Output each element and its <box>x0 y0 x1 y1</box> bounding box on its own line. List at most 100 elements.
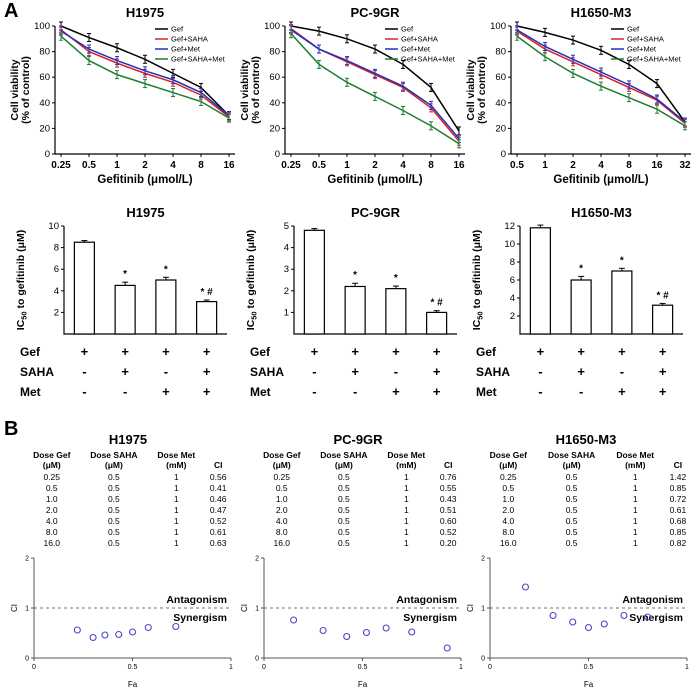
table-row: 4.0 0.5 1 0.60 <box>254 516 462 527</box>
table-cell: 1 <box>173 472 179 482</box>
svg-text:Gef+SAHA+Met: Gef+SAHA+Met <box>627 55 682 64</box>
svg-text:+: + <box>121 364 129 379</box>
table-cell: 1.0 <box>45 494 58 504</box>
table-cell: 16.0 <box>273 538 291 548</box>
svg-text:+: + <box>618 384 626 399</box>
table-cell: 0.60 <box>439 516 457 526</box>
table-header: CI <box>213 460 223 470</box>
svg-text:Synergism: Synergism <box>173 612 227 624</box>
svg-text:100: 100 <box>264 21 280 32</box>
ci-data-table: Dose Gef (μM) Dose SAHA (μM) Dose Met (mM)… <box>480 450 692 549</box>
svg-text:IC50 to gefitinib (μM): IC50 to gefitinib (μM) <box>245 230 259 331</box>
table-cell: 1 <box>403 538 409 548</box>
table-header: Dose Gef (μM) <box>263 450 301 470</box>
svg-text:Antagonism: Antagonism <box>622 594 683 606</box>
table-cell: 1 <box>632 516 638 526</box>
svg-text:Gef+SAHA: Gef+SAHA <box>627 35 664 44</box>
table-row: 0.5 0.5 1 0.55 <box>254 483 462 494</box>
svg-text:40: 40 <box>269 98 280 109</box>
table-cell: 1 <box>632 483 638 493</box>
table-cell: 0.51 <box>439 505 457 515</box>
svg-text:1: 1 <box>344 160 350 171</box>
svg-text:Synergism: Synergism <box>403 612 457 624</box>
svg-text:+: + <box>433 364 441 379</box>
svg-text:H1650-M3: H1650-M3 <box>571 205 632 220</box>
svg-text:+: + <box>121 344 129 359</box>
table-header: Dose Met (mM) <box>616 450 655 470</box>
table-header: Dose SAHA (μM) <box>547 450 596 470</box>
svg-text:80: 80 <box>39 47 50 58</box>
svg-text:-: - <box>82 364 86 379</box>
svg-text:4: 4 <box>284 243 289 254</box>
svg-text:1: 1 <box>481 606 485 613</box>
svg-text:* #: * # <box>431 298 444 309</box>
svg-text:4: 4 <box>400 160 406 171</box>
table-cell: 0.5 <box>107 527 120 537</box>
table-row: 0.5 0.5 1 0.85 <box>480 483 692 494</box>
table-cell: 2.0 <box>45 505 58 515</box>
svg-text:6: 6 <box>54 264 59 275</box>
table-cell: 1 <box>632 505 638 515</box>
table-cell: 1 <box>173 516 179 526</box>
svg-text:* #: * # <box>201 287 214 298</box>
table-cell: 1 <box>632 472 638 482</box>
svg-text:0.25: 0.25 <box>51 160 71 171</box>
svg-text:8: 8 <box>510 257 515 268</box>
table-row: 8.0 0.5 1 0.52 <box>254 527 462 538</box>
table-cell: 2.0 <box>275 505 288 515</box>
svg-text:-: - <box>394 364 398 379</box>
svg-text:Gef+SAHA: Gef+SAHA <box>171 35 208 44</box>
svg-text:2: 2 <box>255 556 259 563</box>
table-row: 2.0 0.5 1 0.61 <box>480 505 692 516</box>
svg-text:20: 20 <box>495 123 506 134</box>
svg-text:H1650-M3: H1650-M3 <box>571 5 632 20</box>
svg-text:Gef+Met: Gef+Met <box>171 45 201 54</box>
svg-text:Gef: Gef <box>20 345 41 359</box>
table-cell: 0.76 <box>439 472 457 482</box>
svg-text:Gef: Gef <box>401 25 414 34</box>
table-cell: 0.61 <box>209 527 227 537</box>
table-cell: 1 <box>403 494 409 504</box>
viability-line-chart-pc9gr: PC-9GR 0 20 40 60 80 100 0.25 0.5 1 2 4 8 16 Gefitinib… <box>238 4 471 204</box>
table-title: PC-9GR <box>333 432 383 447</box>
svg-text:60: 60 <box>495 72 506 83</box>
table-cell: 0.5 <box>107 516 120 526</box>
table-cell: 1.0 <box>275 494 288 504</box>
svg-text:*: * <box>123 269 127 280</box>
svg-text:16: 16 <box>651 160 663 171</box>
svg-text:+: + <box>81 344 89 359</box>
table-header: Dose SAHA (μM) <box>320 450 368 470</box>
table-row: 0.5 0.5 1 0.41 <box>24 483 232 494</box>
table-row: 8.0 0.5 1 0.61 <box>24 527 232 538</box>
table-cell: 0.5 <box>107 505 120 515</box>
table-cell: 0.43 <box>439 494 457 504</box>
table-cell: 1.0 <box>502 494 515 504</box>
svg-text:-: - <box>353 384 357 399</box>
svg-text:4: 4 <box>170 160 176 171</box>
table-cell: 0.5 <box>502 483 515 493</box>
table-cell: 2.0 <box>502 505 515 515</box>
table-cell: 0.63 <box>209 538 227 548</box>
ci-data-table: Dose Gef (μM) Dose SAHA (μM) Dose Met (mM)… <box>254 450 462 549</box>
svg-text:SAHA: SAHA <box>250 365 284 379</box>
svg-text:10: 10 <box>48 221 59 232</box>
table-cell: 16.0 <box>500 538 517 548</box>
table-cell: 0.5 <box>337 505 350 515</box>
table-cell: 0.5 <box>337 472 350 482</box>
svg-text:-: - <box>620 364 624 379</box>
table-cell: 0.41 <box>209 483 227 493</box>
table-cell: 0.5 <box>565 494 578 504</box>
svg-text:-: - <box>538 384 542 399</box>
svg-text:0.5: 0.5 <box>128 664 138 671</box>
svg-text:0: 0 <box>25 656 29 663</box>
svg-text:1: 1 <box>229 664 233 671</box>
svg-text:20: 20 <box>39 123 50 134</box>
svg-text:Antagonism: Antagonism <box>166 594 227 606</box>
svg-text:+: + <box>162 384 170 399</box>
table-header: CI <box>673 460 683 470</box>
svg-text:+: + <box>203 364 211 379</box>
svg-text:*: * <box>394 273 398 284</box>
svg-text:Met: Met <box>476 385 497 399</box>
svg-text:Gef+SAHA+Met: Gef+SAHA+Met <box>401 55 456 64</box>
